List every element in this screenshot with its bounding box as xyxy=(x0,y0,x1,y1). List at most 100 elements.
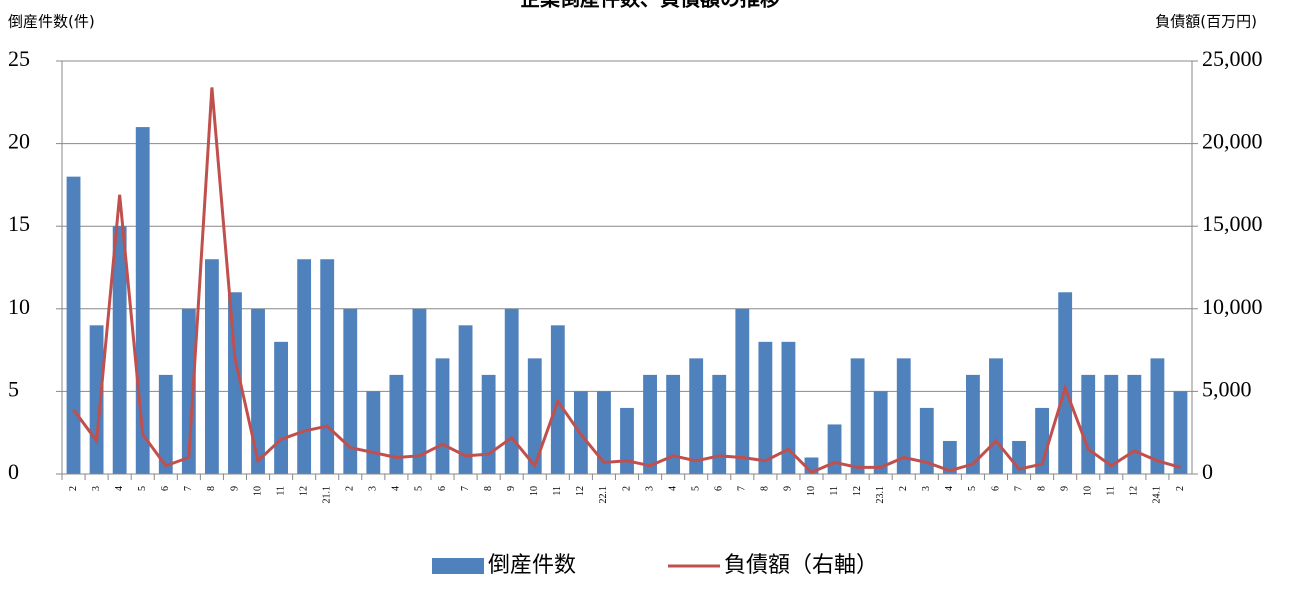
y2-tick-label: 20,000 xyxy=(1202,129,1263,154)
x-tick-label: 3 xyxy=(921,486,932,491)
x-tick-label: 21.1 xyxy=(322,486,333,504)
bar xyxy=(1081,374,1096,474)
bar xyxy=(504,308,519,474)
y-axis-label: 倒産件数(件) xyxy=(8,13,95,31)
x-tick-label: 8 xyxy=(206,486,217,491)
x-tick-label: 6 xyxy=(160,486,171,491)
bar xyxy=(896,358,911,474)
bar xyxy=(181,308,196,474)
x-tick-label: 2 xyxy=(621,486,632,491)
bar xyxy=(666,374,681,474)
bar xyxy=(1150,358,1165,474)
x-tick-label: 23.1 xyxy=(875,486,886,504)
x-tick-label: 6 xyxy=(714,486,725,491)
bar xyxy=(481,374,496,474)
legend-label: 倒産件数 xyxy=(488,553,576,578)
x-tick-label: 8 xyxy=(760,486,771,491)
x-tick-label: 8 xyxy=(483,486,494,491)
bar xyxy=(297,259,312,474)
x-tick-label: 7 xyxy=(737,486,748,491)
x-tick-label: 11 xyxy=(552,486,563,496)
legend-swatch xyxy=(432,558,484,574)
x-tick-label: 10 xyxy=(1083,486,1094,496)
x-tick-label: 24.1 xyxy=(1152,486,1163,504)
bar xyxy=(850,358,865,474)
bar xyxy=(1104,374,1119,474)
bar xyxy=(758,341,773,474)
bar xyxy=(689,358,704,474)
x-tick-label: 4 xyxy=(114,486,125,491)
bar xyxy=(343,308,358,474)
y2-tick-label: 5,000 xyxy=(1202,376,1252,401)
y-tick-label: 25 xyxy=(8,46,30,71)
x-tick-label: 12 xyxy=(575,486,586,496)
bar xyxy=(66,176,81,474)
x-tick-label: 11 xyxy=(829,486,840,496)
x-tick-label: 10 xyxy=(806,486,817,496)
y-tick-label: 10 xyxy=(8,294,30,319)
x-tick-label: 3 xyxy=(368,486,379,491)
bar xyxy=(873,391,888,474)
x-tick-label: 6 xyxy=(990,486,1001,491)
bar xyxy=(966,374,980,474)
bar xyxy=(919,407,934,474)
x-tick-label: 7 xyxy=(460,486,471,491)
bar xyxy=(1058,292,1073,474)
bar xyxy=(435,358,450,474)
bar xyxy=(112,226,127,474)
y-tick-label: 5 xyxy=(8,376,19,401)
x-tick-label: 2 xyxy=(345,486,356,491)
y2-tick-label: 0 xyxy=(1202,459,1213,484)
bar xyxy=(412,308,427,474)
x-tick-label: 8 xyxy=(1036,486,1047,491)
x-tick-label: 11 xyxy=(275,486,286,496)
x-tick-label: 5 xyxy=(967,486,978,491)
line xyxy=(72,87,1181,475)
x-tick-label: 5 xyxy=(414,486,425,491)
bar xyxy=(158,374,173,474)
bar xyxy=(735,308,750,474)
bar xyxy=(527,358,542,474)
x-tick-label: 4 xyxy=(391,486,402,491)
x-tick-label: 2 xyxy=(68,486,79,491)
bar xyxy=(597,391,611,474)
bar xyxy=(320,259,335,474)
x-tick-label: 9 xyxy=(506,486,517,491)
bar xyxy=(274,341,288,474)
x-tick-label: 9 xyxy=(229,486,240,491)
x-tick-label: 12 xyxy=(298,486,309,496)
x-tick-label: 3 xyxy=(644,486,655,491)
x-tick-label: 9 xyxy=(783,486,794,491)
y2-axis-label: 負債額(百万円) xyxy=(1155,13,1257,31)
x-tick-label: 3 xyxy=(91,486,102,491)
bar xyxy=(204,259,219,474)
bar xyxy=(781,341,796,474)
bar xyxy=(942,440,957,474)
bar xyxy=(1173,391,1188,474)
x-tick-label: 2 xyxy=(1175,486,1186,491)
x-tick-label: 2 xyxy=(898,486,909,491)
y2-tick-label: 25,000 xyxy=(1202,46,1263,71)
y-tick-label: 20 xyxy=(8,129,30,154)
bar xyxy=(620,407,634,474)
chart-title: 企業倒産件数、負債額の推移 xyxy=(519,0,780,11)
x-tick-label: 12 xyxy=(852,486,863,496)
x-tick-label: 7 xyxy=(183,486,194,491)
x-tick-label: 11 xyxy=(1106,486,1117,496)
x-tick-label: 22.1 xyxy=(598,486,609,504)
y2-tick-label: 15,000 xyxy=(1202,211,1263,236)
x-tick-label: 4 xyxy=(944,486,955,491)
bar xyxy=(827,424,842,474)
bar xyxy=(228,292,242,474)
bar xyxy=(251,308,265,474)
x-tick-label: 10 xyxy=(252,486,263,496)
x-tick-label: 5 xyxy=(137,486,148,491)
bar xyxy=(712,374,727,474)
x-tick-label: 7 xyxy=(1013,486,1024,491)
y-tick-label: 0 xyxy=(8,459,19,484)
bar xyxy=(458,325,473,474)
bar xyxy=(1127,374,1142,474)
bar xyxy=(643,374,657,474)
x-tick-label: 12 xyxy=(1129,486,1140,496)
